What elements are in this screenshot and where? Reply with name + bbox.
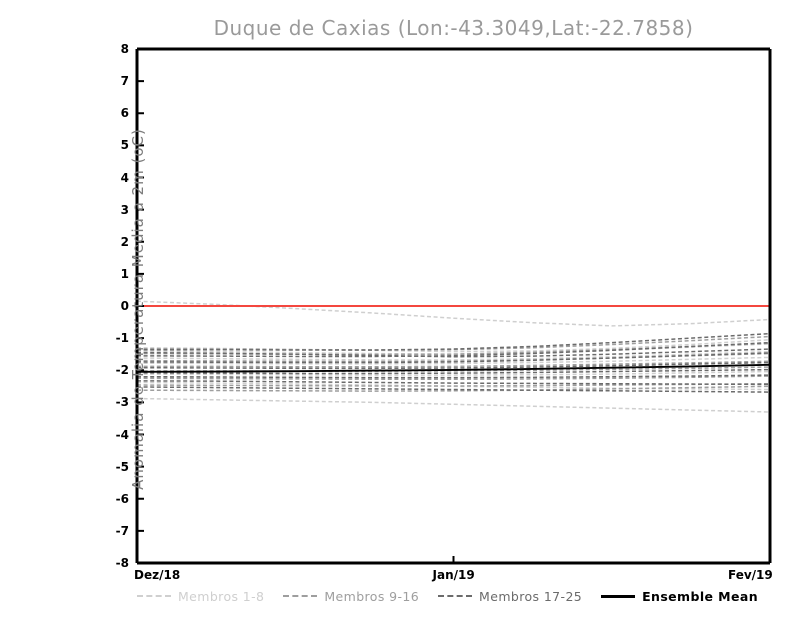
y-axis-tick-label: 6: [120, 106, 129, 121]
y-axis-tick-label: -7: [115, 523, 129, 538]
y-axis-tick-label: 1: [120, 266, 129, 281]
x-axis-tick-label: Dez/18: [134, 568, 181, 582]
y-axis-tick-label: 4: [120, 170, 129, 185]
series-line: [136, 397, 771, 413]
legend-label: Membros 17-25: [479, 588, 583, 604]
y-axis-tick-label: -3: [115, 395, 129, 410]
legend-line-swatch: [283, 595, 318, 597]
y-axis-tick-label: 5: [120, 138, 129, 153]
y-axis-tick-label: 8: [120, 42, 129, 56]
axis-layer: [135, 47, 772, 565]
legend-entry[interactable]: Membros 17-25: [438, 589, 582, 604]
y-axis-tick-label: 0: [120, 299, 129, 313]
series-layer: [136, 300, 771, 413]
y-axis-tick-label: 2: [120, 234, 129, 249]
y-axis-tick-label: -6: [115, 491, 129, 506]
legend-label: Ensemble Mean: [642, 588, 758, 604]
legend-label: Membros 9-16: [324, 588, 420, 604]
legend-label: Membros 1-8: [178, 588, 265, 604]
legend-entry[interactable]: Ensemble Mean: [601, 589, 758, 604]
page-title: Duque de Caxias (Lon:-43.3049,Lat:-22.78…: [213, 16, 694, 40]
legend-line-swatch: [601, 594, 636, 598]
y-axis-tick-label: -1: [115, 331, 129, 346]
legend-line-swatch: [137, 595, 171, 597]
legend-line-swatch: [438, 595, 473, 597]
chart-legend: Membros 1-8 Membros 9-16 Membros 17-25 Ense…: [137, 586, 770, 606]
legend-entry[interactable]: Membros 1-8: [137, 589, 264, 604]
x-axis-tick-label: Fev/19: [728, 568, 773, 582]
y-axis-tick-label: -5: [115, 459, 129, 474]
legend-entry[interactable]: Membros 9-16: [283, 589, 419, 604]
series-line: [136, 363, 771, 373]
y-axis-tick-label: -2: [115, 363, 129, 378]
y-axis-tick-label: 7: [120, 74, 129, 89]
y-axis-tick-label: -4: [115, 427, 129, 442]
series-line: [136, 300, 771, 327]
y-axis-tick-label: 3: [120, 202, 129, 217]
y-axis-tick-label: -8: [115, 556, 129, 570]
y-axis-label: Anomalia de Temperatura Media a 2m (oC): [129, 128, 147, 490]
x-axis-tick-label: Jan/19: [432, 568, 475, 582]
